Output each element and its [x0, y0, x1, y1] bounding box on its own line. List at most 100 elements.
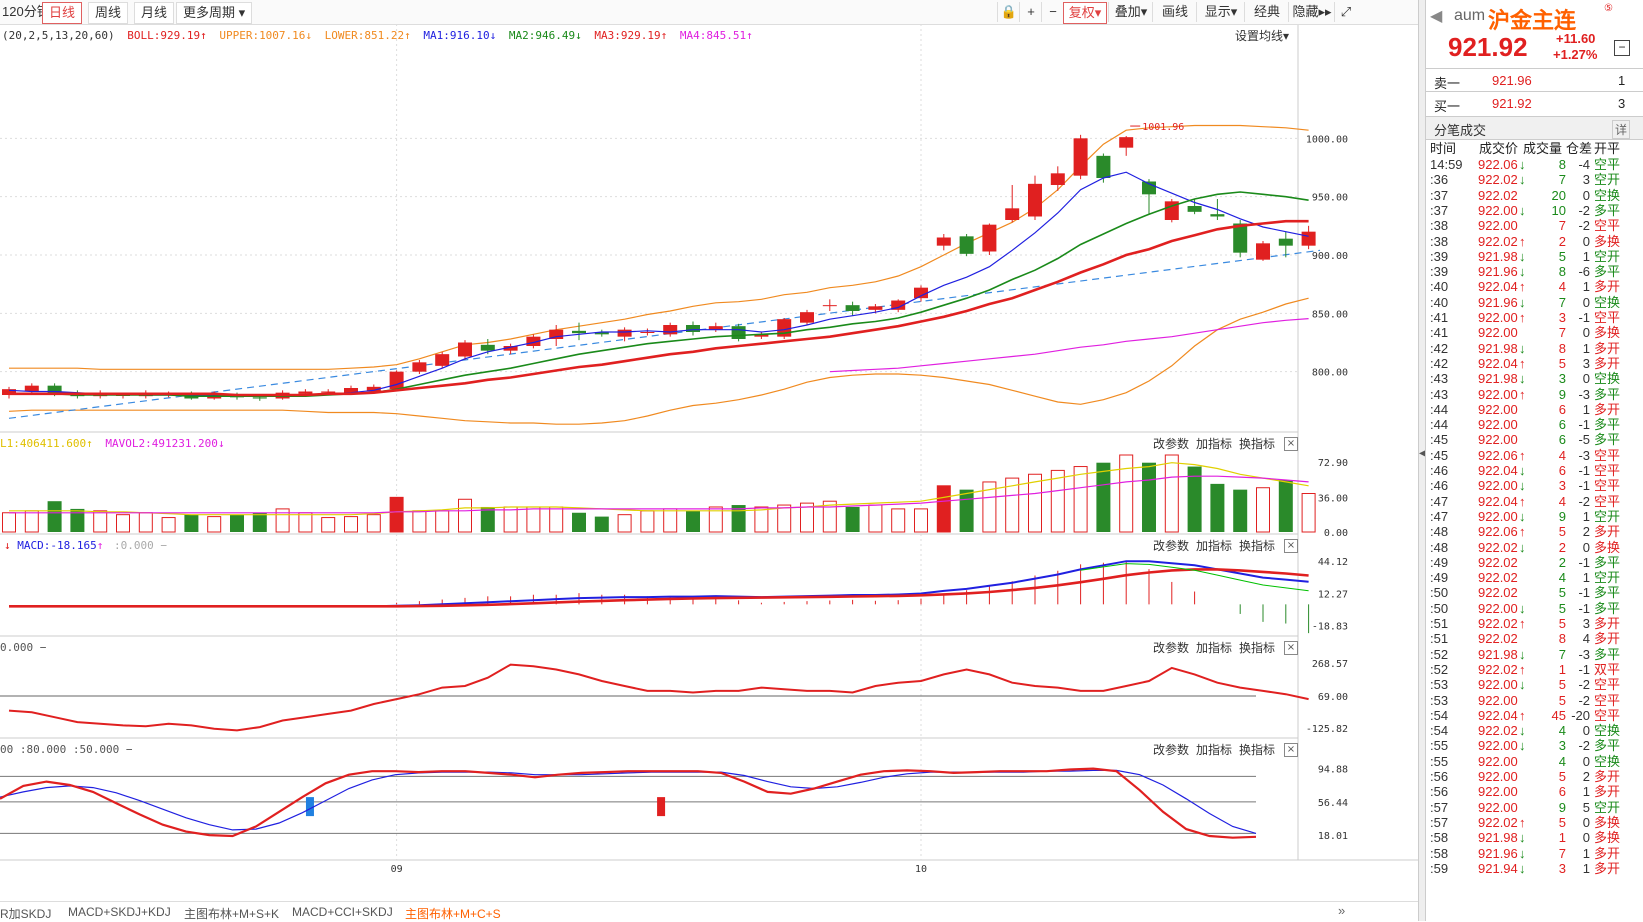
bottom-tab-3[interactable]: MACD+CCI+SKDJ [292, 905, 393, 919]
close-icon[interactable]: × [1284, 437, 1298, 451]
trade-row: :45 922.00 6 -5 多平 [1426, 432, 1643, 448]
chevron-down-icon: ▾ [238, 5, 246, 20]
trade-row: :43 922.00 9 -3 多平 ↑ [1426, 387, 1643, 403]
volume-bar [252, 512, 267, 532]
trade-oi: 1 [1582, 508, 1590, 524]
trade-row: :53 922.00 5 -2 空平 [1426, 693, 1643, 709]
volume-bar [777, 504, 792, 533]
collapse-icon[interactable]: − [1614, 40, 1630, 56]
y-tick-label: 18.01 [1318, 831, 1348, 842]
switch-indicator-button[interactable]: 换指标 [1239, 641, 1276, 655]
trade-row: :55 922.00 4 0 空换 [1426, 754, 1643, 770]
candle-body [868, 306, 883, 310]
close-icon[interactable]: × [1284, 641, 1298, 655]
add-indicator-button[interactable]: 加指标 [1196, 437, 1233, 451]
ma1-line [8, 171, 1309, 397]
trade-vol: 5 [1558, 814, 1566, 830]
prev-arrow-icon[interactable]: ◀ [1430, 8, 1443, 25]
panel-divider[interactable]: ◀ [1418, 0, 1427, 921]
lock-icon[interactable]: 🔒 [997, 2, 1020, 22]
add-indicator-button[interactable]: 加指标 [1196, 743, 1233, 757]
bottom-tabs: R加SKDJ MACD+SKDJ+KDJ 主图布林+M+S+K MACD+CCI… [0, 901, 1420, 922]
arrow-down-icon: ↓ [1519, 860, 1526, 876]
change-params-button[interactable]: 改参数 [1153, 743, 1190, 757]
bottom-tab-2[interactable]: 主图布林+M+S+K [184, 907, 280, 921]
bottom-tab-0[interactable]: R加SKDJ [0, 907, 52, 921]
tab-more-periods[interactable]: 更多周期 ▾ [176, 2, 253, 24]
trade-time: :37 [1430, 202, 1449, 218]
trade-time: :39 [1430, 264, 1449, 280]
trade-type: 多换 [1594, 830, 1621, 846]
draw-line-button[interactable]: 画线 [1152, 2, 1197, 22]
arrow-up-icon: ↑ [1519, 279, 1526, 295]
trade-vol: 8 [1558, 157, 1566, 172]
trade-time: :46 [1430, 478, 1449, 494]
chart-area[interactable]: 09 10 1000.00 950.00 900.00 850.00 800.00 1001.… [0, 0, 1420, 921]
overlay-button[interactable]: 叠加▾ [1108, 2, 1153, 22]
candle-body [321, 391, 336, 393]
tab-week[interactable]: 周线 [88, 2, 129, 24]
zoom-out-icon[interactable]: − [1041, 2, 1064, 22]
change-params-button[interactable]: 改参数 [1153, 437, 1190, 451]
trade-oi: -1 [1578, 554, 1590, 570]
trade-vol: 5 [1558, 616, 1566, 631]
change-params-button[interactable]: 改参数 [1153, 641, 1190, 655]
switch-indicator-button[interactable]: 换指标 [1239, 539, 1276, 553]
quote-price: 921.92 [1448, 32, 1528, 62]
volume-bar [230, 514, 244, 532]
tab-month[interactable]: 月线 [134, 2, 175, 24]
adjust-button[interactable]: 复权▾ [1063, 2, 1107, 24]
arrow-down-icon: ↓ [1519, 157, 1526, 172]
volume-bar [1028, 473, 1042, 533]
trade-vol: 5 [1558, 692, 1566, 708]
chart-canvas[interactable]: 09 10 1000.00 950.00 900.00 850.00 800.00 1001.… [0, 0, 1420, 921]
display-button[interactable]: 显示▾ [1196, 2, 1245, 22]
legend-ma4: MA4:845.51 [679, 29, 747, 42]
trade-oi: -3 [1578, 386, 1590, 402]
trades-detail-button[interactable]: 详 [1612, 120, 1631, 139]
candle-body [1005, 208, 1020, 220]
collapse-arrow-icon[interactable]: ◀ [1419, 448, 1427, 459]
trade-oi: -6 [1578, 264, 1590, 280]
bottom-tab-4[interactable]: 主图布林+M+C+S [405, 907, 501, 921]
trade-oi: -1 [1578, 310, 1590, 325]
switch-indicator-button[interactable]: 换指标 [1239, 743, 1276, 757]
trade-row: :41 922.00 3 -1 空平 ↑ [1426, 310, 1643, 326]
volume-bar [344, 516, 358, 533]
trade-price: 922.04 [1478, 707, 1518, 723]
zoom-in-icon[interactable]: + [1019, 2, 1042, 22]
trade-vol: 3 [1558, 738, 1566, 754]
add-indicator-button[interactable]: 加指标 [1196, 641, 1233, 655]
fullscreen-icon[interactable]: ⤢ [1334, 2, 1357, 22]
close-icon[interactable]: × [1284, 539, 1298, 553]
volume-bar [161, 517, 176, 533]
trade-row: :58 921.98 1 0 多换 ↓ [1426, 830, 1643, 846]
y-tick-label: 69.00 [1318, 692, 1348, 703]
switch-indicator-button[interactable]: 换指标 [1239, 437, 1276, 451]
add-indicator-button[interactable]: 加指标 [1196, 539, 1233, 553]
ma2-line [9, 191, 1309, 397]
period-label[interactable]: 120分钟 [2, 4, 50, 19]
hide-button[interactable]: 隐藏▸▸ [1288, 2, 1335, 22]
trade-time: :38 [1430, 233, 1449, 249]
overlay-label: 叠加 [1114, 4, 1141, 19]
star-icon[interactable]: ⑤ [1604, 3, 1613, 14]
scroll-right-icon[interactable]: » [1338, 903, 1346, 918]
vol-legend: L1:406411.600↑ MAVOL2:491231.200↓ [0, 437, 225, 450]
trade-oi: -2 [1578, 692, 1590, 708]
trade-price: 922.00 [1478, 202, 1518, 218]
set-ma-button[interactable]: 设置均线▾ [1235, 29, 1290, 43]
trade-oi: -2 [1578, 738, 1590, 754]
volume-bar [1187, 466, 1202, 532]
trade-oi: 1 [1582, 570, 1590, 586]
change-params-button[interactable]: 改参数 [1153, 539, 1190, 553]
trade-oi: 2 [1582, 524, 1590, 540]
classic-button[interactable]: 经典 [1244, 2, 1289, 22]
trade-type: 多换 [1594, 814, 1621, 830]
tab-day[interactable]: 日线 [42, 2, 83, 24]
bottom-tab-1[interactable]: MACD+SKDJ+KDJ [68, 905, 171, 919]
trade-time: :47 [1430, 493, 1449, 509]
main-legend: (20,2,5,13,20,60) BOLL:929.19↑ UPPER:100… [2, 29, 753, 42]
close-icon[interactable]: × [1284, 743, 1298, 757]
trade-oi: 4 [1582, 631, 1590, 647]
